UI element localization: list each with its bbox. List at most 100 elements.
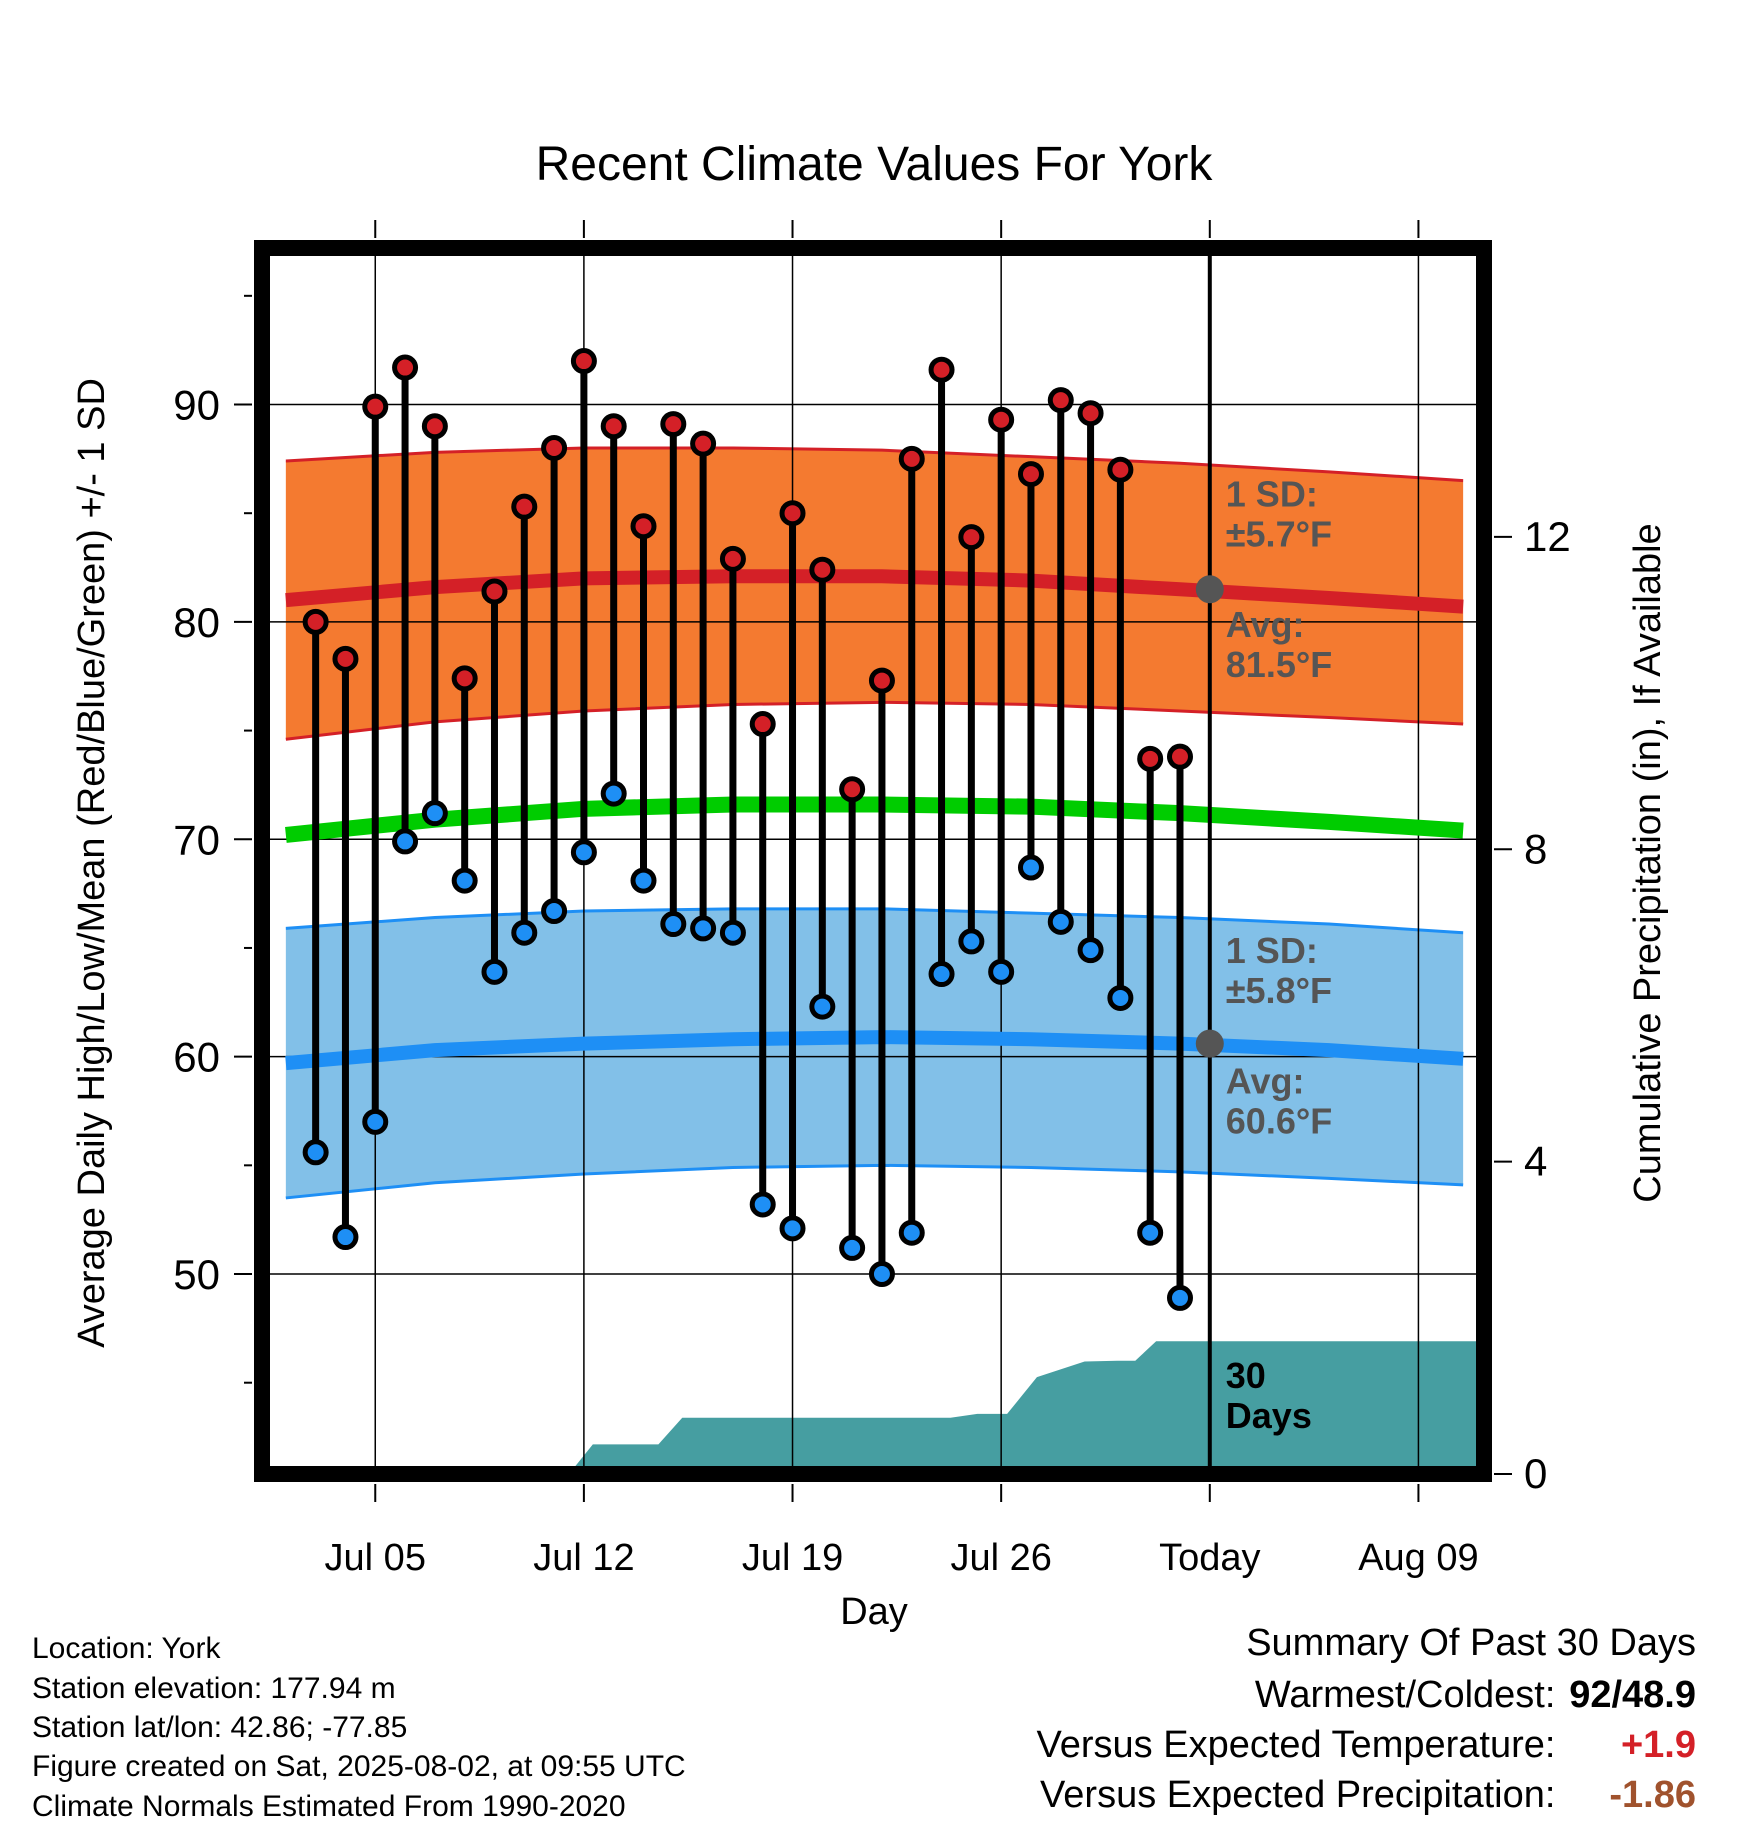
obs-low-point xyxy=(690,915,717,942)
obs-high-point xyxy=(302,608,329,635)
obs-high-point xyxy=(1077,400,1104,427)
obs-low-point xyxy=(600,780,627,807)
high-sd-upper-line xyxy=(285,446,1464,483)
obs-high-point xyxy=(511,493,538,520)
y-axis-title: Average Daily High/Low/Mean (Red/Blue/Gr… xyxy=(71,378,113,1348)
low-sd-annotation: 1 SD: xyxy=(1226,930,1318,971)
precip-days-annotation: Days xyxy=(1226,1395,1312,1436)
high-sd-annotation: 1 SD: xyxy=(1226,474,1318,515)
temp-value: +1.9 xyxy=(1620,1724,1696,1766)
summary-temp: Versus Expected Temperature: +1.9 xyxy=(1037,1726,1696,1764)
obs-high-point xyxy=(362,393,389,420)
obs-high-point xyxy=(570,348,597,375)
obs-low-point xyxy=(481,958,508,985)
obs-low-point xyxy=(511,919,538,946)
low-avg-marker xyxy=(1195,1029,1224,1058)
temp-label: Versus Expected Temperature: xyxy=(1036,1724,1556,1766)
obs-low-point xyxy=(362,1108,389,1135)
obs-low-point xyxy=(1137,1219,1164,1246)
summary-warm-cold: Warmest/Coldest: 92/48.9 xyxy=(1255,1676,1696,1714)
obs-low-point xyxy=(1166,1284,1193,1311)
obs-low-point xyxy=(1077,937,1104,964)
obs-low-point xyxy=(928,961,955,988)
summary-heading: Summary Of Past 30 Days xyxy=(1246,1622,1696,1664)
obs-high-point xyxy=(988,406,1015,433)
obs-low-point xyxy=(630,867,657,894)
obs-low-point xyxy=(541,897,568,924)
obs-high-point xyxy=(600,413,627,440)
high-sd-annotation: ±5.7°F xyxy=(1226,514,1332,555)
obs-high-point xyxy=(749,711,776,738)
obs-high-point xyxy=(1137,745,1164,772)
obs-high-point xyxy=(719,545,746,572)
obs-high-point xyxy=(1166,743,1193,770)
obs-low-point xyxy=(809,993,836,1020)
low-avg-annotation: 60.6°F xyxy=(1226,1101,1332,1142)
precip-days-annotation: 30 xyxy=(1226,1355,1266,1396)
y-tick-label: 80 xyxy=(173,599,220,646)
obs-low-point xyxy=(1017,854,1044,881)
y2-axis-title: Cumulative Precipitation (in), If Availa… xyxy=(1627,523,1669,1202)
obs-high-point xyxy=(392,354,419,381)
obs-high-point xyxy=(690,430,717,457)
low-avg-annotation: Avg: xyxy=(1226,1061,1305,1102)
precip-label: Versus Expected Precipitation: xyxy=(1040,1774,1556,1816)
y2-tick-label: 4 xyxy=(1524,1138,1547,1185)
high-avg-annotation: Avg: xyxy=(1226,604,1305,645)
obs-low-point xyxy=(779,1215,806,1242)
low-sd-band xyxy=(285,908,1464,1198)
high-avg-annotation: 81.5°F xyxy=(1226,644,1332,685)
location-text: Location: York xyxy=(32,1632,221,1665)
low-sd-annotation: ±5.8°F xyxy=(1226,970,1332,1011)
obs-high-point xyxy=(660,411,687,438)
latlon-text: Station lat/lon: 42.86; -77.85 xyxy=(32,1711,408,1744)
x-tick-label: Jul 26 xyxy=(950,1537,1051,1579)
obs-high-point xyxy=(1047,387,1074,414)
plot-frame xyxy=(254,240,1492,1482)
x-tick-label: Jul 19 xyxy=(742,1537,843,1579)
obs-high-point xyxy=(958,524,985,551)
obs-high-point xyxy=(451,665,478,692)
y2-tick-label: 8 xyxy=(1524,825,1547,872)
obs-high-point xyxy=(332,645,359,672)
obs-high-point xyxy=(928,356,955,383)
obs-low-point xyxy=(1107,984,1134,1011)
obs-low-point xyxy=(332,1224,359,1251)
chart-title: Recent Climate Values For York xyxy=(536,138,1214,191)
x-tick-label: Jul 12 xyxy=(533,1537,634,1579)
y2-tick-label: 0 xyxy=(1524,1450,1547,1497)
obs-low-point xyxy=(570,839,597,866)
y-tick-label: 60 xyxy=(173,1034,220,1081)
obs-high-point xyxy=(868,667,895,694)
obs-high-point xyxy=(1017,461,1044,488)
obs-high-point xyxy=(541,434,568,461)
obs-high-point xyxy=(898,445,925,472)
warm-cold-value: 92/48.9 xyxy=(1569,1674,1696,1716)
y-tick-label: 70 xyxy=(173,816,220,863)
y-tick-label: 50 xyxy=(173,1251,220,1298)
y-tick-label: 90 xyxy=(173,382,220,429)
obs-high-point xyxy=(630,513,657,540)
obs-low-point xyxy=(421,800,448,827)
obs-high-point xyxy=(809,556,836,583)
obs-high-point xyxy=(481,578,508,605)
obs-low-point xyxy=(392,828,419,855)
x-tick-label: Aug 09 xyxy=(1358,1537,1478,1579)
y2-tick-label: 12 xyxy=(1524,513,1571,560)
obs-low-point xyxy=(988,958,1015,985)
obs-high-point xyxy=(421,413,448,440)
elevation-text: Station elevation: 177.94 m xyxy=(32,1672,396,1705)
normals-text: Climate Normals Estimated From 1990-2020 xyxy=(32,1790,626,1823)
high-avg-marker xyxy=(1195,575,1224,604)
x-axis-title: Day xyxy=(840,1591,908,1633)
obs-low-point xyxy=(1047,908,1074,935)
obs-high-point xyxy=(779,500,806,527)
obs-low-point xyxy=(958,928,985,955)
precip-area xyxy=(270,1341,1479,1474)
x-tick-label: Today xyxy=(1159,1537,1260,1579)
obs-low-point xyxy=(660,911,687,938)
obs-low-point xyxy=(302,1139,329,1166)
obs-low-point xyxy=(839,1234,866,1261)
